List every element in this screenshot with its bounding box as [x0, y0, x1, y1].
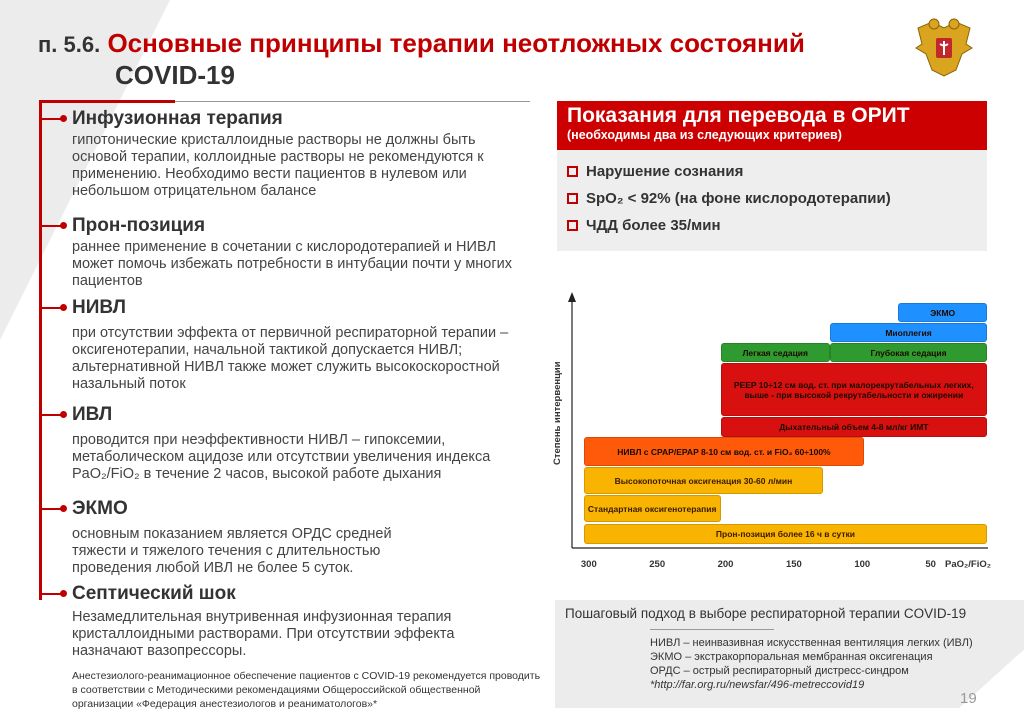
criterion-item: Нарушение сознания: [567, 158, 987, 185]
section-text: раннее применение в сочетании с кислород…: [72, 239, 512, 289]
footnote: Анестезиолого-реанимационное обеспечение…: [72, 670, 541, 710]
criterion-text: ЧДД более 35/мин: [586, 217, 721, 234]
chart-bar: Глубокая седация: [829, 343, 988, 362]
x-tick-label: 50: [925, 559, 936, 570]
page-number: 19: [960, 690, 977, 707]
caption-divider: [650, 629, 774, 630]
section-septic-shock: Септический шок Незамедлительная внутриве…: [40, 583, 490, 660]
x-tick-label: 150: [785, 559, 802, 570]
source-link[interactable]: *http://far.org.ru/newsfar/496-metreccov…: [650, 679, 865, 691]
section-title: Септический шок: [40, 583, 490, 605]
icu-subtitle: (необходимы два из следующих критериев): [567, 128, 842, 142]
divider-red: [39, 100, 175, 103]
section-title: Прон-позиция: [40, 215, 520, 237]
section-title: ИВЛ: [40, 404, 540, 426]
section-ecmo: ЭКМО основным показанием является ОРДС ср…: [40, 498, 440, 577]
chart-bar: PEEP 10÷12 см вод. ст. при малорекрутабе…: [720, 363, 988, 416]
section-title: НИВЛ: [40, 297, 510, 319]
respiratory-therapy-chart: Степень интервенции PaO₂/FiO₂ Прон-позиц…: [550, 290, 1000, 580]
y-axis-label: Степень интервенции: [552, 361, 563, 465]
abbreviation-item: ЭКМО – экстракорпоральная мембранная окс…: [650, 651, 933, 663]
x-tick-label: 300: [580, 559, 597, 570]
section-number: п. 5.6.: [38, 32, 101, 57]
checkbox-icon: [567, 166, 578, 177]
chart-bar: Высокопоточная оксигенация 30-60 л/мин: [583, 467, 824, 494]
caption-background: [555, 600, 1024, 708]
section-text: гипотонические кристаллоидные растворы н…: [72, 132, 484, 199]
chart-bar: Прон-позиция более 16 ч в сутки: [583, 524, 988, 544]
section-niv: НИВЛ при отсутствии эффекта от первичной …: [40, 297, 510, 393]
section-prone: Прон-позиция раннее применение в сочетани…: [40, 215, 520, 290]
section-text: проводится при неэффективности НИВЛ – ги…: [72, 432, 491, 482]
section-title: ЭКМО: [40, 498, 440, 520]
section-ivl: ИВЛ проводится при неэффективности НИВЛ –…: [40, 404, 540, 483]
page-title: п. 5.6. Основные принципы терапии неотло…: [38, 28, 805, 90]
background-triangle: [0, 0, 170, 340]
section-text: основным показанием является ОРДС средне…: [72, 526, 392, 576]
criterion-item: SpO₂ < 92% (на фоне кислородотерапии): [567, 185, 987, 212]
coat-of-arms-icon: [915, 18, 973, 77]
chart-caption: Пошаговый подход в выборе респираторной …: [565, 606, 967, 621]
abbreviations: НИВЛ – неинвазивная искусственная вентил…: [650, 636, 973, 692]
x-tick-label: 200: [717, 559, 734, 570]
chart-bar: Стандартная оксигенотерапия: [583, 495, 721, 522]
title-line2: COVID-19: [115, 60, 235, 90]
chart-axes: Степень интервенции: [552, 292, 988, 549]
section-text: при отсутствии эффекта от первичной респ…: [72, 325, 509, 392]
checkbox-icon: [567, 193, 578, 204]
checkbox-icon: [567, 220, 578, 231]
section-title: Инфузионная терапия: [40, 108, 520, 130]
criterion-text: Нарушение сознания: [586, 163, 744, 180]
x-tick-label: 250: [649, 559, 666, 570]
timeline-line: [39, 100, 42, 600]
chart-bar: Дыхательный объем 4-8 мл/кг ИМТ: [720, 417, 988, 437]
abbreviation-item: ОРДС – острый респираторный дистресс-син…: [650, 665, 909, 677]
section-infusion: Инфузионная терапия гипотонические криста…: [40, 108, 520, 200]
chart-bar: Миоплегия: [829, 323, 988, 342]
icu-criteria-box: Показания для перевода в ОРИТ (необходим…: [557, 101, 987, 251]
title-main: Основные принципы терапии неотложных сос…: [107, 28, 805, 58]
criterion-text: SpO₂ < 92% (на фоне кислородотерапии): [586, 190, 891, 207]
icu-header: Показания для перевода в ОРИТ (необходим…: [557, 101, 987, 150]
x-tick-label: 100: [854, 559, 871, 570]
criterion-item: ЧДД более 35/мин: [567, 212, 987, 239]
chart-bar: Легкая седация: [720, 343, 830, 362]
x-axis-label: PaO₂/FiO₂: [945, 559, 991, 570]
y-axis-arrow: [568, 292, 576, 302]
divider-grey: [175, 101, 530, 102]
section-text: Незамедлительная внутривенная инфузионна…: [72, 609, 455, 659]
icu-title: Показания для перевода в ОРИТ: [567, 104, 910, 127]
chart-bar: ЭКМО: [898, 303, 988, 322]
abbreviation-item: НИВЛ – неинвазивная искусственная вентил…: [650, 637, 973, 649]
chart-bar: НИВЛ с CPAP/EPAP 8-10 см вод. ст. и FiO₂…: [583, 437, 865, 466]
